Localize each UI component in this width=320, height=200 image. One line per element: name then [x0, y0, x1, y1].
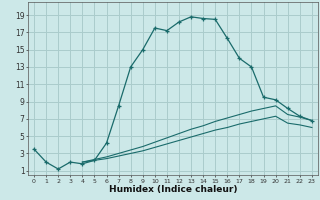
X-axis label: Humidex (Indice chaleur): Humidex (Indice chaleur) [109, 185, 237, 194]
